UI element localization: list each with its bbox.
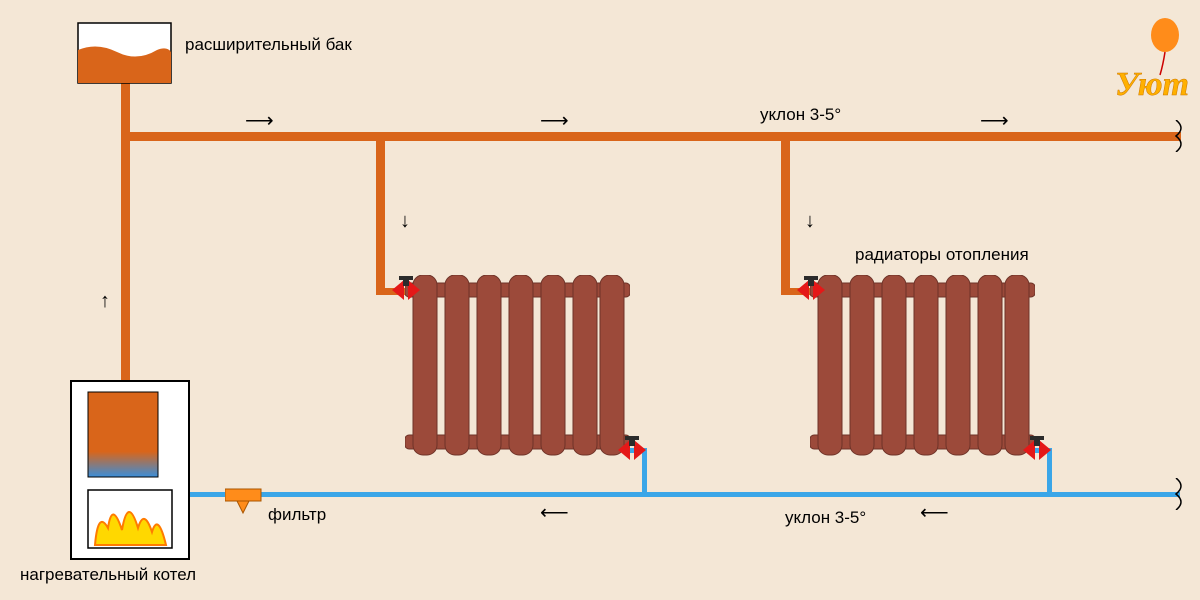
heating-diagram: ↑ ⟶ ⟶ ⟶ ↓ ↓ ⟵ ⟵ расширительный бак уклон… bbox=[0, 0, 1200, 600]
valve-rad1-out bbox=[618, 436, 646, 464]
break-mark-top bbox=[1172, 120, 1192, 152]
drop-pipe-2 bbox=[781, 132, 790, 292]
label-boiler: нагревательный котел bbox=[20, 565, 196, 585]
break-mark-bottom bbox=[1172, 478, 1192, 510]
label-radiators: радиаторы отопления bbox=[855, 245, 1029, 265]
boiler bbox=[70, 380, 190, 560]
arrow-supply-3: ⟶ bbox=[980, 108, 1009, 133]
arrow-up-riser: ↑ bbox=[100, 290, 110, 313]
arrow-drop-2: ↓ bbox=[805, 210, 815, 233]
valve-rad1-in bbox=[392, 276, 420, 304]
arrow-return-2: ⟵ bbox=[540, 500, 569, 525]
filter-icon bbox=[225, 483, 267, 515]
logo-icon: Уют bbox=[1105, 15, 1190, 110]
expansion-tank bbox=[77, 22, 172, 84]
return-pipe-main bbox=[165, 492, 1180, 497]
drop-pipe-1 bbox=[376, 132, 385, 292]
arrow-supply-2: ⟶ bbox=[540, 108, 569, 133]
arrow-supply-1: ⟶ bbox=[245, 108, 274, 133]
radiator-2 bbox=[810, 275, 1035, 460]
label-slope-top: уклон 3-5° bbox=[760, 105, 841, 125]
arrow-drop-1: ↓ bbox=[400, 210, 410, 233]
valve-rad2-out bbox=[1023, 436, 1051, 464]
radiator-1 bbox=[405, 275, 630, 460]
label-filter: фильтр bbox=[268, 505, 326, 525]
label-slope-bottom: уклон 3-5° bbox=[785, 508, 866, 528]
arrow-return-1: ⟵ bbox=[920, 500, 949, 525]
label-expansion-tank: расширительный бак bbox=[185, 35, 352, 55]
supply-pipe-main bbox=[121, 132, 1181, 141]
riser-pipe bbox=[121, 80, 130, 395]
valve-rad2-in bbox=[797, 276, 825, 304]
svg-text:Уют: Уют bbox=[1115, 66, 1189, 103]
